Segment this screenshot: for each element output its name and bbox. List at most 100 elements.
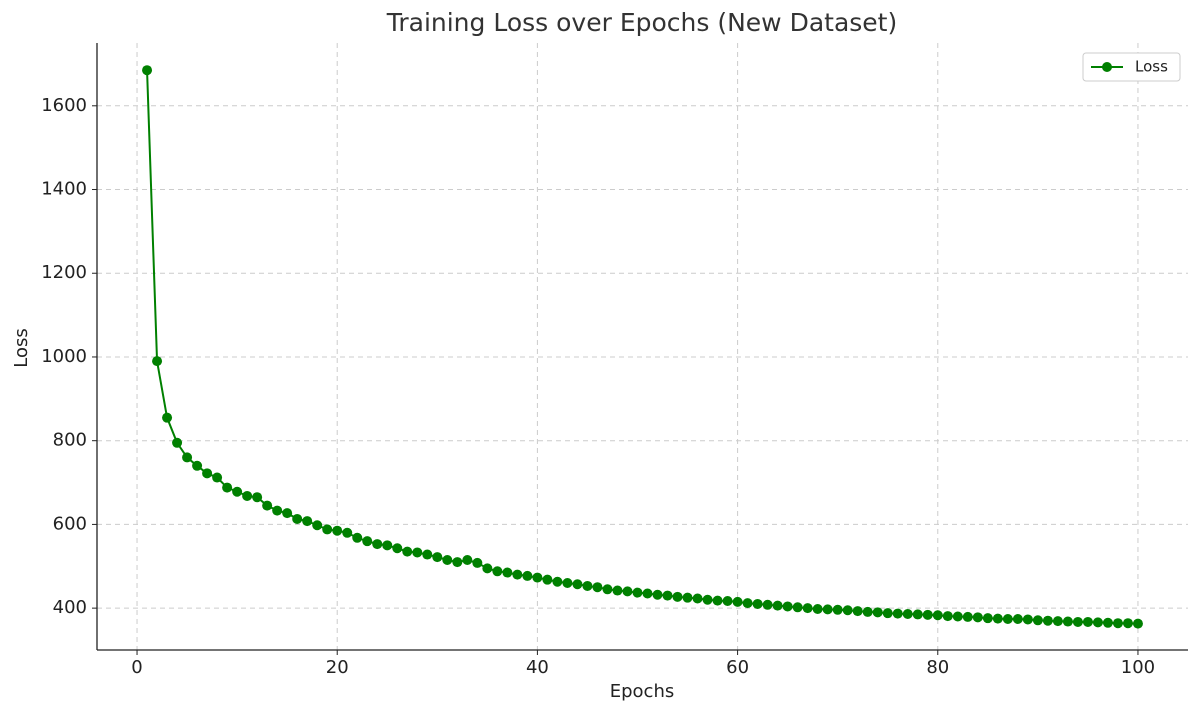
loss-marker [412, 547, 423, 558]
loss-marker [252, 492, 263, 503]
loss-marker [752, 598, 763, 609]
loss-marker [592, 582, 603, 593]
loss-marker [222, 482, 233, 493]
loss-marker [282, 508, 293, 519]
loss-marker [1082, 616, 1093, 627]
loss-marker [882, 608, 893, 619]
loss-marker [692, 593, 703, 604]
loss-marker [482, 563, 493, 574]
loss-marker [672, 591, 683, 602]
loss-marker [1002, 614, 1013, 625]
loss-marker [1052, 616, 1063, 627]
loss-marker [322, 524, 333, 535]
x-tick-label: 0 [131, 657, 142, 678]
loss-marker [302, 516, 313, 527]
loss-marker [922, 609, 933, 620]
y-tick-label: 800 [53, 430, 87, 451]
loss-marker [992, 613, 1003, 624]
loss-marker [542, 574, 553, 585]
loss-marker [432, 552, 443, 563]
loss-marker [582, 580, 593, 591]
loss-marker [742, 598, 753, 609]
loss-marker [1112, 618, 1123, 629]
loss-marker [602, 584, 613, 595]
loss-marker [982, 613, 993, 624]
loss-marker [342, 527, 353, 538]
loss-marker [182, 452, 193, 463]
loss-marker [942, 611, 953, 622]
loss-marker [212, 472, 223, 483]
y-tick-label: 1600 [41, 95, 87, 116]
loss-marker [612, 585, 623, 596]
loss-marker [832, 604, 843, 615]
y-tick-label: 400 [53, 597, 87, 618]
loss-marker [892, 608, 903, 619]
loss-marker [512, 569, 523, 580]
loss-marker [522, 570, 533, 581]
loss-marker [622, 586, 633, 597]
loss-marker [462, 554, 473, 565]
loss-marker [1072, 616, 1083, 627]
loss-marker [502, 567, 513, 578]
loss-marker [272, 505, 283, 516]
loss-marker [642, 588, 653, 599]
loss-marker [562, 578, 573, 589]
loss-marker [792, 602, 803, 613]
loss-marker [822, 604, 833, 615]
loss-marker [782, 601, 793, 612]
loss-marker [1122, 618, 1133, 629]
y-tick-label: 600 [53, 513, 87, 534]
loss-marker [972, 612, 983, 623]
loss-marker [152, 356, 163, 367]
loss-marker [1022, 614, 1033, 625]
loss-marker [862, 606, 873, 617]
loss-marker [202, 468, 213, 479]
loss-marker [902, 608, 913, 619]
x-tick-label: 80 [926, 657, 949, 678]
y-axis-label: Loss [11, 328, 32, 367]
loss-marker [382, 540, 393, 551]
x-tick-label: 60 [726, 657, 749, 678]
x-axis-label: Epochs [610, 681, 675, 702]
loss-marker [402, 546, 413, 557]
legend-box [1082, 52, 1181, 82]
loss-marker [422, 549, 433, 560]
y-tick-label: 1400 [41, 179, 87, 200]
loss-marker [552, 576, 563, 587]
loss-marker [722, 596, 733, 607]
loss-marker [1102, 617, 1113, 628]
loss-marker [1012, 614, 1023, 625]
loss-marker [362, 536, 373, 547]
y-tick-label: 1000 [41, 346, 87, 367]
loss-marker [802, 603, 813, 614]
loss-marker [932, 610, 943, 621]
legend-marker [1102, 62, 1112, 72]
loss-marker [162, 412, 173, 423]
loss-marker [292, 513, 303, 524]
chart-title: Training Loss over Epochs (New Dataset) [386, 8, 897, 37]
loss-marker [312, 520, 323, 531]
loss-marker [1092, 617, 1103, 628]
loss-marker [682, 592, 693, 603]
loss-marker [372, 539, 383, 550]
loss-marker [172, 437, 183, 448]
loss-marker [652, 589, 663, 600]
loss-marker [762, 599, 773, 610]
loss-marker [732, 596, 743, 607]
loss-marker [532, 572, 543, 583]
loss-marker [712, 595, 723, 606]
loss-marker [912, 609, 923, 620]
loss-marker [632, 587, 643, 598]
legend-label: Loss [1135, 58, 1168, 76]
x-tick-label: 40 [526, 657, 549, 678]
loss-marker [192, 460, 203, 471]
loss-marker [962, 611, 973, 622]
loss-line [146, 70, 1138, 625]
loss-marker [952, 611, 963, 622]
loss-marker [702, 594, 713, 605]
loss-marker [872, 607, 883, 618]
loss-marker [232, 486, 243, 497]
loss-marker [452, 557, 463, 568]
loss-marker [242, 490, 253, 501]
